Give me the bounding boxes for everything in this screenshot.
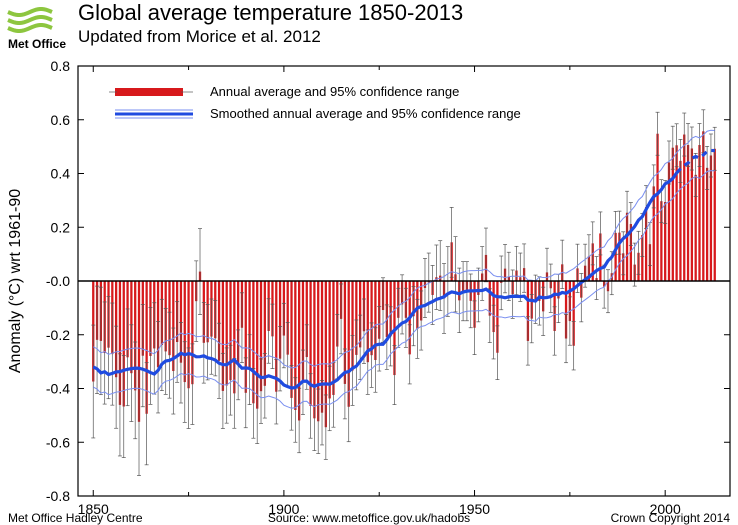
y-tick: 0.4	[51, 166, 71, 182]
y-axis-label: Anomaly (°C) wrt 1961-90	[7, 189, 24, 373]
footer-mid: Source: www.metoffice.gov.uk/hadobs	[268, 511, 470, 525]
y-tick: -0.2	[46, 327, 70, 343]
legend-line: Smoothed annual average and 95% confiden…	[210, 106, 521, 121]
y-tick: -0.4	[46, 381, 70, 397]
bar	[683, 135, 685, 281]
y-tick: -0.0	[46, 273, 70, 289]
y-tick: 0.2	[51, 219, 71, 235]
legend-bar: Annual average and 95% confidence range	[210, 84, 459, 99]
met-office-logo	[8, 9, 52, 31]
y-tick: 0.8	[51, 58, 71, 74]
chart-title: Global average temperature 1850-2013	[78, 0, 463, 25]
footer-left: Met Office Hadley Centre	[8, 511, 143, 525]
chart-subtitle: Updated from Morice et al. 2012	[78, 27, 321, 46]
chart-svg: Met Office Global average temperature 185…	[0, 0, 738, 525]
y-tick: -0.8	[46, 488, 70, 504]
bar	[656, 134, 658, 281]
logo-label: Met Office	[8, 37, 66, 51]
y-tick: -0.6	[46, 434, 70, 450]
footer-right: Crown Copyright 2014	[611, 511, 731, 525]
y-tick: 0.6	[51, 112, 71, 128]
